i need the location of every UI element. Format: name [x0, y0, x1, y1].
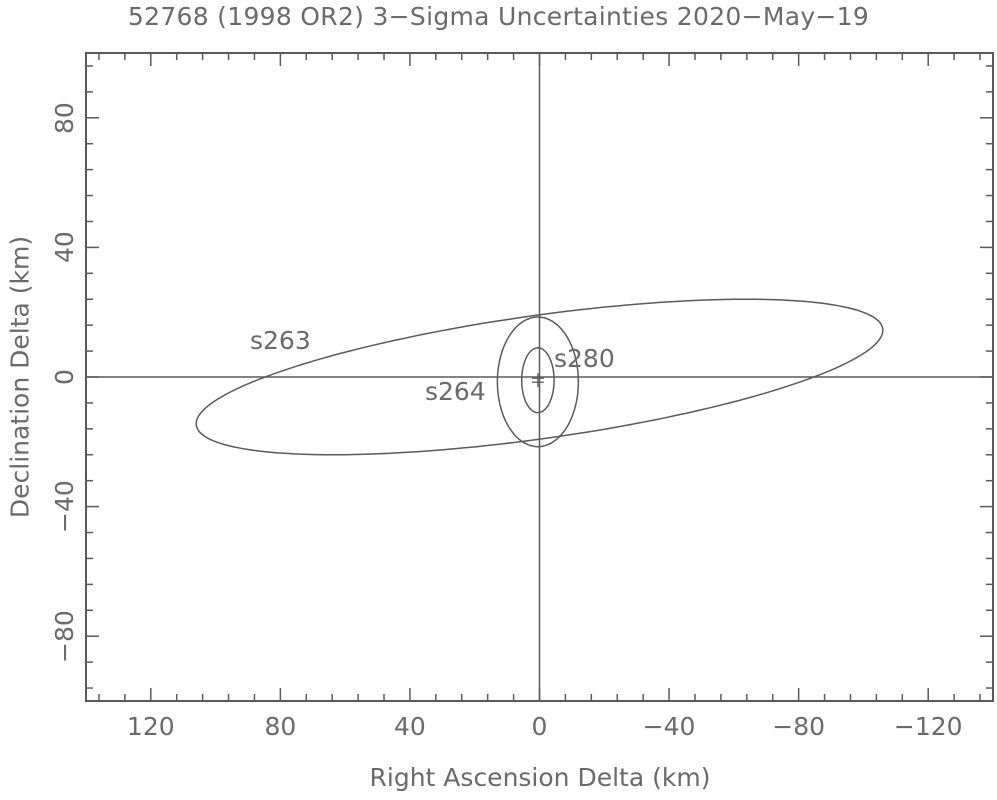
x-tick-label: 0	[531, 712, 548, 741]
y-tick-label: −80	[50, 609, 79, 663]
nominal-position-marker	[531, 373, 544, 388]
x-tick-label: 120	[126, 712, 175, 741]
label-s263: s263	[250, 326, 311, 355]
y-axis-title: Declination Delta (km)	[5, 235, 35, 519]
x-tick-label: −80	[772, 712, 826, 741]
ellipse-s263	[195, 298, 884, 456]
ellipse-s280	[520, 347, 555, 414]
y-tick-label: −40	[50, 480, 79, 534]
x-tick-label: 80	[264, 712, 297, 741]
label-s280: s280	[554, 344, 615, 373]
label-s264: s264	[425, 377, 486, 406]
x-tick-label: 40	[394, 712, 426, 741]
chart-title: 52768 (1998 OR2) 3−Sigma Uncertainties 2…	[127, 2, 870, 31]
x-tick-label: −120	[893, 712, 963, 741]
y-tick-label: 40	[50, 231, 79, 264]
x-tick-label: −40	[642, 712, 696, 741]
ellipse-s264	[496, 316, 580, 448]
uncertainty-ellipses	[195, 298, 884, 456]
y-tick-label: 80	[50, 101, 79, 134]
y-tick-label: 0	[50, 369, 79, 385]
x-axis-title: Right Ascension Delta (km)	[369, 763, 711, 792]
